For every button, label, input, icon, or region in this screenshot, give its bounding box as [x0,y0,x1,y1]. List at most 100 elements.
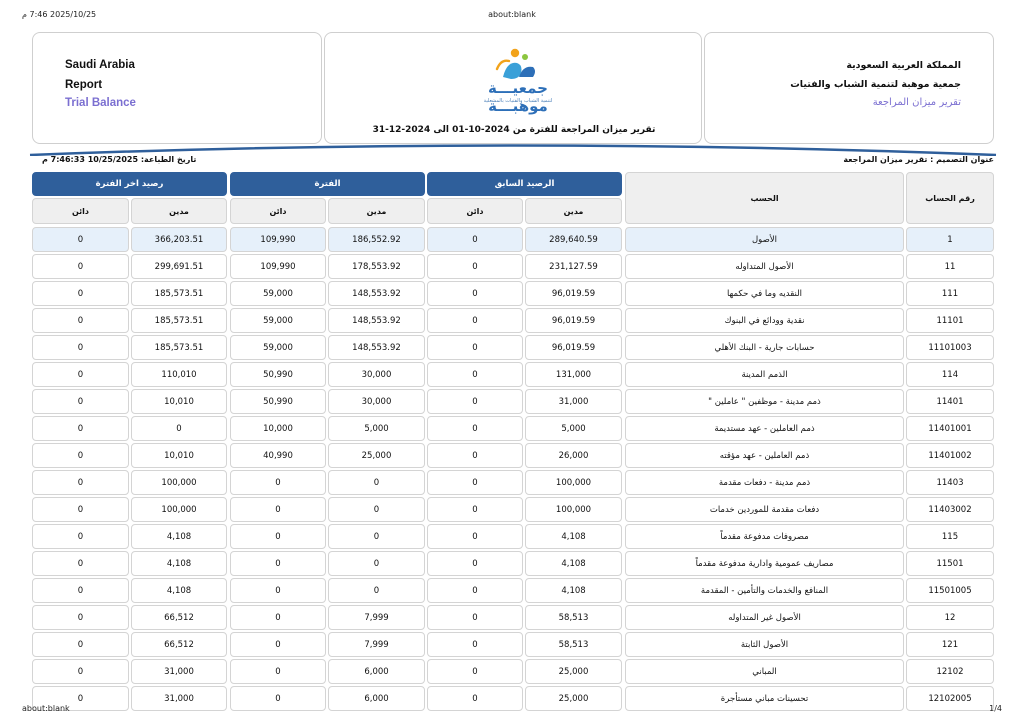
table-cell-prev-credit: 0 [427,389,523,414]
table-cell-prev-credit: 0 [427,497,523,522]
logo-wordmark: جمعيـــة موهبـــة [488,79,548,115]
table-cell-name: ذمم مدينة - موظفين " عاملين " [625,389,904,414]
table-cell-end-credit: 0 [32,227,129,252]
table-cell-per-credit: 0 [230,686,326,711]
print-header: 2025/10/25 7:46 م about:blank [0,10,1024,24]
table-cell-prev-credit: 0 [427,524,523,549]
table-cell-no: 11101 [906,308,994,333]
table-cell-name: ذمم العاملين - عهد مؤقته [625,443,904,468]
table-cell-name: الأصول المتداوله [625,254,904,279]
table-cell-per-debit: 30,000 [328,389,425,414]
table-cell-end-debit: 66,512 [131,632,227,657]
print-datetime: 2025/10/25 7:46 م [22,10,97,19]
table-cell-per-credit: 59,000 [230,281,326,306]
table-cell-end-debit: 110,010 [131,362,227,387]
country-ar: المملكة العربية السعودية [846,60,961,71]
table-cell-end-credit: 0 [32,362,129,387]
table-cell-end-debit: 0 [131,416,227,441]
table-cell-end-credit: 0 [32,551,129,576]
table-cell-no: 121 [906,632,994,657]
table-cell-end-credit: 0 [32,335,129,360]
table-cell-no: 11501 [906,551,994,576]
table-cell-per-debit: 7,999 [328,632,425,657]
table-cell-name: تحسينات مباني مستأجرة [625,686,904,711]
table-cell-per-credit: 50,990 [230,362,326,387]
design-title: عنوان التصميم : تقرير ميزان المراجعة [843,155,994,164]
table-cell-prev-credit: 0 [427,362,523,387]
table-cell-name: النقديه وما في حكمها [625,281,904,306]
table-cell-prev-credit: 0 [427,254,523,279]
table-cell-prev-debit: 26,000 [525,443,622,468]
table-cell-end-credit: 0 [32,659,129,684]
table-cell-prev-credit: 0 [427,551,523,576]
table-cell-per-debit: 30,000 [328,362,425,387]
table-cell-per-credit: 10,000 [230,416,326,441]
report-label-en: Report [65,79,103,91]
table-cell-prev-credit: 0 [427,227,523,252]
table-cell-per-credit: 0 [230,470,326,495]
table-cell-end-credit: 0 [32,686,129,711]
table-cell-end-credit: 0 [32,389,129,414]
table-cell-per-debit: 148,553.92 [328,308,425,333]
table-cell-end-credit: 0 [32,632,129,657]
table-cell-per-debit: 6,000 [328,659,425,684]
table-cell-end-credit: 0 [32,308,129,333]
table-cell-end-debit: 31,000 [131,686,227,711]
table-cell-no: 1 [906,227,994,252]
report-title-en: Trial Balance [65,97,136,109]
table-cell-per-credit: 109,990 [230,227,326,252]
table-cell-prev-debit: 5,000 [525,416,622,441]
table-cell-per-debit: 25,000 [328,443,425,468]
logo-figure-icon [495,48,535,79]
header-end-debit: مدين [131,198,227,224]
table-cell-prev-debit: 25,000 [525,686,622,711]
table-cell-name: الأصول الثابتة [625,632,904,657]
report-title-ar: تقرير ميزان المراجعة [872,97,961,108]
header-divider-arc [29,144,997,156]
table-cell-end-debit: 31,000 [131,659,227,684]
table-cell-no: 12 [906,605,994,630]
table-cell-prev-credit: 0 [427,335,523,360]
table-cell-per-debit: 178,553.92 [328,254,425,279]
header-period: الفترة [230,172,425,196]
table-cell-prev-debit: 4,108 [525,551,622,576]
table-cell-end-debit: 4,108 [131,578,227,603]
table-cell-end-credit: 0 [32,281,129,306]
header-prev-debit: مدين [525,198,622,224]
table-cell-end-credit: 0 [32,443,129,468]
table-cell-per-credit: 0 [230,605,326,630]
table-cell-prev-debit: 100,000 [525,470,622,495]
table-cell-per-credit: 0 [230,632,326,657]
table-cell-prev-debit: 96,019.59 [525,335,622,360]
table-cell-per-credit: 0 [230,578,326,603]
header-end-credit: دائن [32,198,129,224]
table-cell-prev-debit: 25,000 [525,659,622,684]
logo-tagline: لتنمية الشباب والفتيات بالمشعلية [483,98,553,104]
table-cell-per-debit: 0 [328,551,425,576]
header-prev-balance: الرصيد السابق [427,172,622,196]
arabic-header-box: المملكة العربية السعودية جمعية موهبة لتن… [704,32,994,144]
page-number: 1/4 [989,704,1002,713]
table-cell-end-credit: 0 [32,497,129,522]
report-meta: عنوان التصميم : تقرير ميزان المراجعة تار… [30,155,994,167]
table-cell-no: 11403 [906,470,994,495]
table-cell-per-debit: 0 [328,578,425,603]
table-cell-prev-credit: 0 [427,308,523,333]
table-cell-end-debit: 185,573.51 [131,281,227,306]
table-cell-prev-credit: 0 [427,443,523,468]
table-cell-end-debit: 100,000 [131,470,227,495]
print-url: about:blank [488,10,536,19]
table-cell-name: المباني [625,659,904,684]
organization-name-ar: جمعية موهبة لتنمية الشباب والفتيات [790,79,961,90]
table-cell-per-debit: 6,000 [328,686,425,711]
table-cell-name: ذمم مدينة - دفعات مقدمة [625,470,904,495]
header-account-no: رقم الحساب [906,172,994,224]
table-cell-no: 12102005 [906,686,994,711]
table-cell-name: الذمم المدينة [625,362,904,387]
table-cell-per-debit: 0 [328,497,425,522]
table-cell-end-debit: 185,573.51 [131,308,227,333]
table-cell-prev-debit: 96,019.59 [525,281,622,306]
table-cell-per-debit: 148,553.92 [328,281,425,306]
table-cell-no: 12102 [906,659,994,684]
table-cell-prev-debit: 231,127.59 [525,254,622,279]
